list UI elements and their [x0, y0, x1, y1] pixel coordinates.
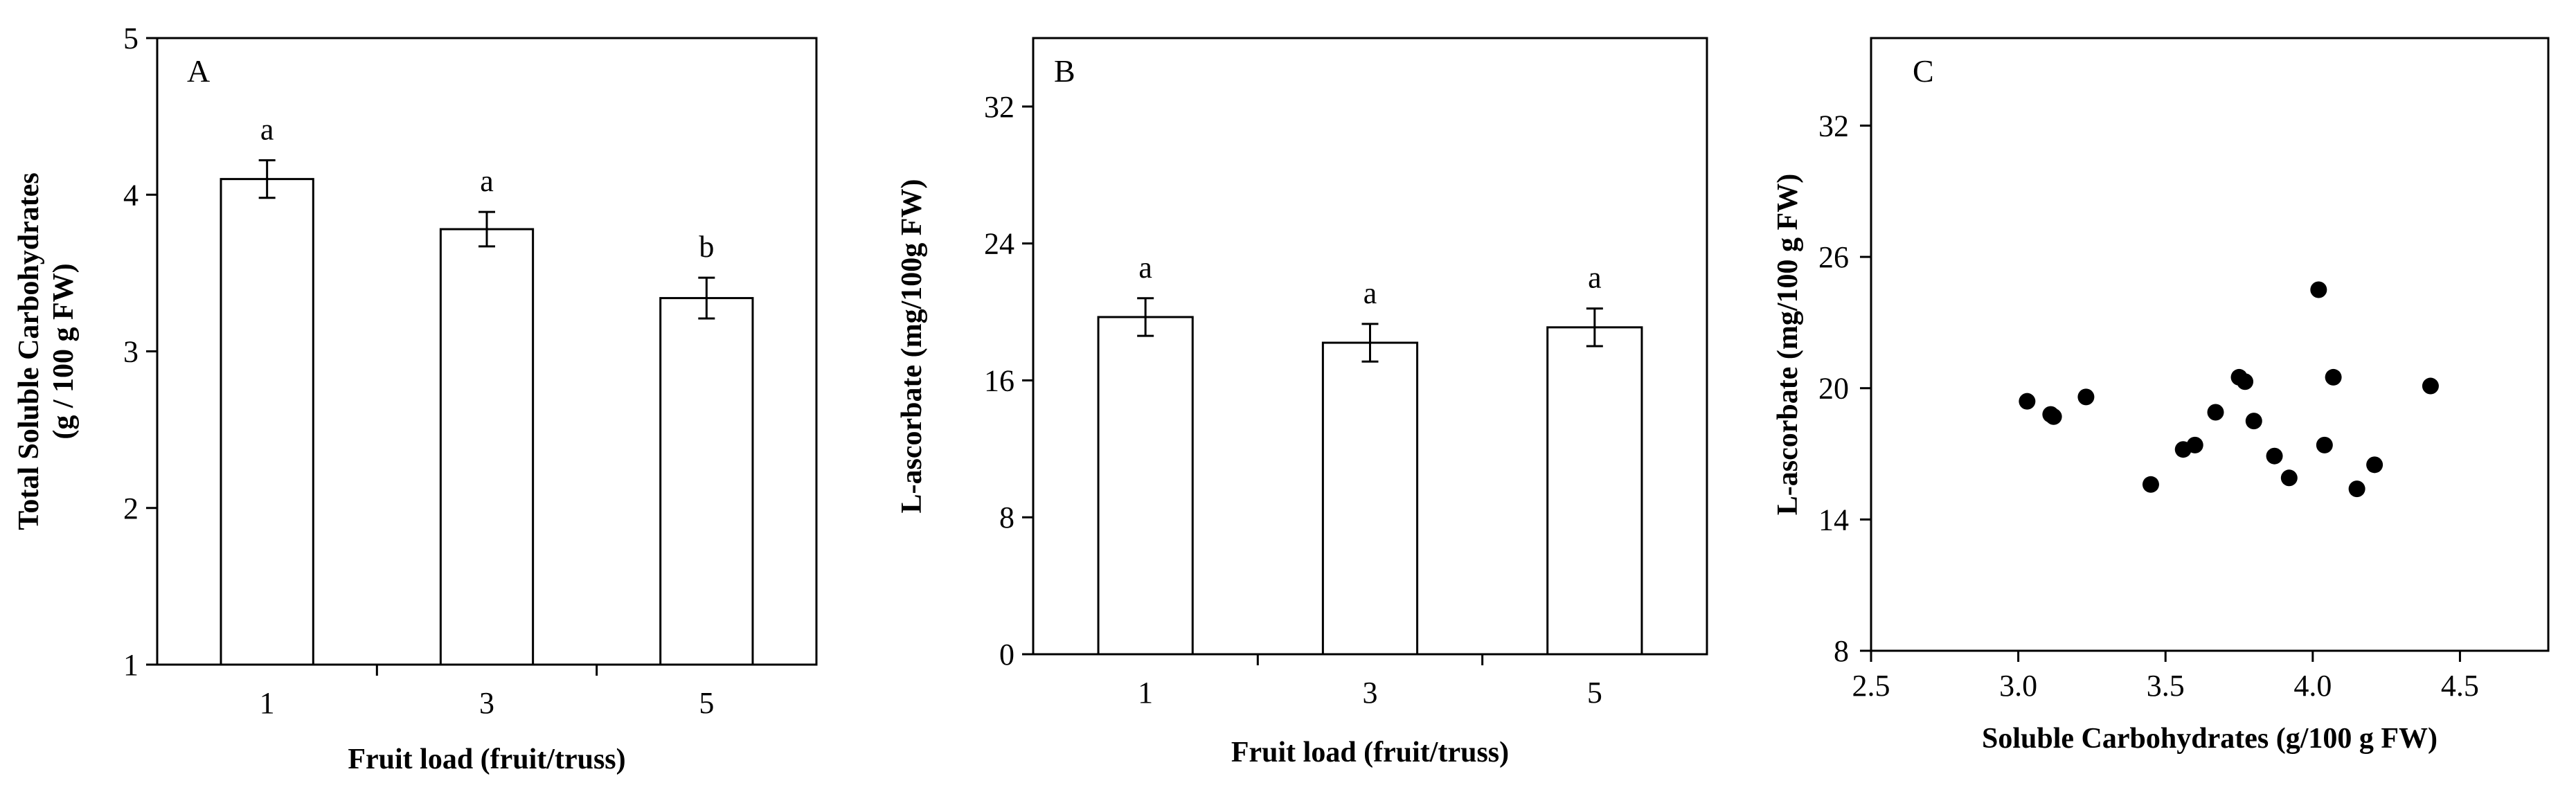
x-tick-label: 2.5 [1852, 669, 1890, 703]
data-point [2186, 436, 2203, 453]
data-point [2245, 413, 2262, 430]
significance-label: a [1138, 251, 1152, 285]
x-tick-label: 5 [699, 686, 714, 720]
data-point [2207, 404, 2224, 421]
y-axis-label: L-ascorbate (mg/100 g FW) [1772, 174, 1804, 515]
x-tick-label: 4.0 [2293, 669, 2332, 703]
bar [220, 178, 314, 666]
y-tick-label: 20 [1818, 372, 1849, 406]
y-tick-label: 5 [123, 21, 138, 55]
significance-label: a [260, 112, 274, 146]
y-tick-label: 3 [123, 335, 138, 369]
x-tick-label: 3 [479, 686, 494, 720]
y-tick-label: 16 [984, 363, 1014, 397]
data-point [2266, 447, 2283, 465]
data-point [2422, 377, 2439, 395]
bar [659, 297, 754, 666]
significance-label: b [699, 230, 714, 264]
y-axis-label: (g / 100 g FW) [48, 263, 80, 439]
panel-label: A [187, 53, 210, 89]
y-axis-label: Total Soluble Carbohydrates [13, 172, 45, 530]
x-axis-label: Fruit load (fruit/truss) [1231, 737, 1509, 768]
y-tick-label: 8 [999, 501, 1014, 534]
data-point [2325, 368, 2342, 386]
data-point [2310, 281, 2327, 298]
panel-a: 1 2 3 4 5 A Total Soluble Carbohydrates (g / 10… [13, 21, 818, 775]
y-tick-label: 4 [123, 178, 138, 212]
data-point [2316, 436, 2333, 453]
significance-label: a [1363, 276, 1377, 310]
x-tick-label: 3 [1363, 676, 1378, 710]
y-tick-label: 14 [1818, 503, 1849, 537]
x-tick-label: 4.5 [2441, 669, 2479, 703]
plot-frame [1870, 37, 2550, 652]
x-axis-label: Fruit load (fruit/truss) [348, 744, 625, 775]
y-tick-label: 24 [984, 227, 1014, 261]
x-tick-label: 1 [260, 686, 275, 720]
bar [1097, 316, 1194, 656]
x-axis-label: Soluble Carbohydrates (g/100 g FW) [1982, 723, 2438, 755]
y-tick-label: 32 [984, 90, 1014, 124]
data-point [2142, 476, 2159, 493]
significance-label: a [480, 164, 494, 198]
data-point [2045, 408, 2062, 425]
data-point [2019, 393, 2036, 410]
bar [1321, 341, 1419, 656]
data-point [2280, 469, 2298, 487]
x-tick-label: 1 [1138, 676, 1153, 710]
y-axis-label: L-ascorbate (mg/100g FW) [896, 179, 928, 514]
bar [439, 228, 535, 666]
y-tick-label: 1 [123, 648, 138, 682]
panel-label: B [1054, 53, 1075, 89]
panel-label: C [1913, 53, 1934, 89]
data-point [2077, 388, 2095, 406]
data-point [2348, 480, 2365, 498]
x-tick-label: 3.0 [1999, 669, 2037, 703]
data-point [2237, 373, 2254, 390]
y-tick-label: 26 [1818, 240, 1849, 274]
data-point [2366, 456, 2383, 474]
y-tick-label: 0 [999, 638, 1014, 672]
significance-label: a [1588, 261, 1602, 295]
y-tick-label: 32 [1818, 109, 1849, 143]
y-tick-label: 8 [1834, 634, 1849, 668]
y-tick-label: 2 [123, 492, 138, 525]
x-tick-label: 3.5 [2147, 669, 2185, 703]
x-tick-label: 5 [1587, 676, 1602, 710]
panel-b: 0 8 16 24 32 B L-ascorbate (mg/100g FW) Fruit l… [896, 37, 1708, 768]
panel-c: 8 14 20 26 32 C L-ascorbate (mg/100 g FW) Solub… [1772, 37, 2550, 755]
bar [1546, 326, 1643, 656]
